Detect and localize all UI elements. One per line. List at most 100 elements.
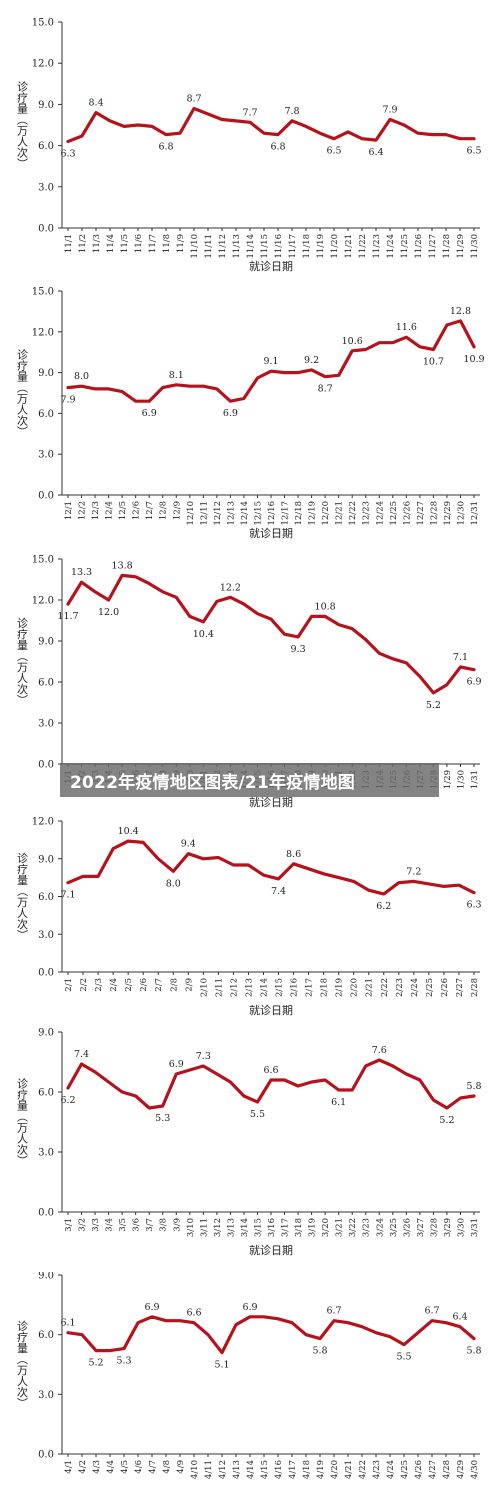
y-tick-label: 9.0 xyxy=(38,637,54,648)
x-tick-label: 12/26 xyxy=(402,501,412,526)
x-tick-label: 11/26 xyxy=(414,234,424,259)
data-label: 8.7 xyxy=(186,94,201,105)
x-tick-label: 2/14 xyxy=(259,978,269,997)
y-tick-label: 9.0 xyxy=(38,100,54,111)
x-tick-label: 12/30 xyxy=(456,501,466,526)
data-label: 7.6 xyxy=(372,1045,387,1056)
data-label: 5.2 xyxy=(439,1115,454,1126)
chart-panel: 0.0 3.0 6.0 9.0 12.0 诊疗量（万人次） 2/1 2/2 2/3 2/4 2/5 2… xyxy=(0,809,500,1024)
series-line xyxy=(66,1315,476,1355)
x-tick-label: 3/9 xyxy=(172,1218,182,1232)
data-label: 10.6 xyxy=(342,336,363,347)
x-tick-label: 12/11 xyxy=(199,501,209,526)
x-tick-label: 3/16 xyxy=(267,1218,277,1237)
x-tick-label: 2/20 xyxy=(350,978,360,997)
x-tick-label: 12/3 xyxy=(91,501,101,520)
line-chart: 0.0 3.0 6.0 9.0 12.0 15.0 诊疗量（万人次） 11/1 11/2 11/3… xyxy=(16,18,482,274)
y-tick-label: 6.0 xyxy=(38,892,54,903)
data-label: 6.4 xyxy=(368,147,383,158)
x-tick-label: 12/20 xyxy=(321,501,331,526)
x-tick-label: 3/31 xyxy=(470,1218,480,1237)
data-label: 5.1 xyxy=(214,1360,229,1371)
y-tick-label: 3.0 xyxy=(38,450,54,461)
data-label: 5.2 xyxy=(426,700,441,711)
x-tick-label: 3/6 xyxy=(132,1218,142,1232)
x-tick-label: 12/15 xyxy=(253,501,263,526)
y-axis-label: 诊疗量（万人次） xyxy=(16,851,29,940)
y-axis-label: 诊疗量（万人次） xyxy=(16,80,29,169)
series-line xyxy=(66,106,476,144)
x-tick-label: 2/1 xyxy=(64,978,74,992)
x-tick-label: 3/13 xyxy=(226,1218,236,1237)
data-label: 6.2 xyxy=(60,1095,75,1106)
x-tick-label: 11/4 xyxy=(106,234,116,253)
x-tick-label: 2/10 xyxy=(199,978,209,997)
x-tick-label: 4/26 xyxy=(414,1460,424,1479)
chart-panel: 0.0 3.0 6.0 9.0 12.0 15.0 诊疗量（万人次） 11/1 11/2 11/3… xyxy=(0,0,500,283)
x-tick-label: 4/20 xyxy=(330,1460,340,1479)
x-tick-label: 12/4 xyxy=(105,501,115,520)
x-tick-label: 4/27 xyxy=(428,1460,438,1479)
x-axis-label: 就诊日期 xyxy=(249,1003,293,1017)
x-tick-label: 4/24 xyxy=(386,1460,396,1479)
x-tick-label: 11/19 xyxy=(316,234,326,259)
y-tick-label: 0.0 xyxy=(38,1450,54,1461)
x-tick-label: 11/30 xyxy=(470,234,480,259)
x-tick-label: 1/29 xyxy=(443,770,453,789)
data-label: 5.3 xyxy=(155,1113,170,1124)
x-tick-label: 11/25 xyxy=(400,234,410,259)
x-tick-label: 2/8 xyxy=(169,978,179,992)
series-line xyxy=(66,319,476,403)
y-tick-label: 3.0 xyxy=(38,1148,54,1159)
x-tick-label: 12/1 xyxy=(64,501,74,520)
x-tick-label: 12/13 xyxy=(226,501,236,526)
y-tick-label: 0.0 xyxy=(38,1208,54,1219)
series-line xyxy=(66,839,476,896)
data-label: 6.9 xyxy=(466,677,481,688)
series-line xyxy=(66,1058,476,1110)
data-label: 6.9 xyxy=(169,1059,184,1070)
y-tick-label: 3.0 xyxy=(38,719,54,730)
x-tick-label: 11/10 xyxy=(190,234,200,259)
y-tick-label: 15.0 xyxy=(32,18,54,29)
x-tick-label: 12/23 xyxy=(362,501,372,526)
x-tick-label: 2/7 xyxy=(154,978,164,992)
x-tick-label: 1/30 xyxy=(456,770,466,789)
data-label: 8.6 xyxy=(286,849,301,860)
data-label: 12.0 xyxy=(98,607,119,618)
x-tick-label: 2/27 xyxy=(455,978,465,997)
x-tick-label: 11/17 xyxy=(288,234,298,259)
x-tick-label: 2/18 xyxy=(320,978,330,997)
x-tick-label: 12/5 xyxy=(118,501,128,520)
x-tick-label: 2/11 xyxy=(214,978,224,997)
y-tick-label: 12.0 xyxy=(32,817,54,828)
data-label: 6.8 xyxy=(270,142,285,153)
x-tick-label: 2/24 xyxy=(410,978,420,997)
x-tick-label: 3/19 xyxy=(308,1218,318,1237)
x-tick-label: 11/8 xyxy=(162,234,172,253)
data-label: 6.5 xyxy=(326,146,341,157)
data-label: 7.9 xyxy=(382,105,397,116)
x-tick-label: 12/14 xyxy=(240,501,250,526)
data-label: 9.1 xyxy=(263,356,278,367)
y-axis-label: 诊疗量（万人次） xyxy=(16,1077,29,1166)
x-tick-label: 11/14 xyxy=(246,234,256,259)
x-tick-label: 11/1 xyxy=(64,234,74,253)
y-tick-label: 9.0 xyxy=(38,368,54,379)
x-tick-label: 11/6 xyxy=(134,234,144,253)
x-tick-label: 11/5 xyxy=(120,234,130,253)
x-tick-label: 12/25 xyxy=(389,501,399,526)
x-tick-label: 4/28 xyxy=(442,1460,452,1479)
x-tick-label: 2/19 xyxy=(335,978,345,997)
x-tick-label: 11/29 xyxy=(456,234,466,259)
x-tick-label: 4/6 xyxy=(134,1460,144,1474)
x-tick-label: 12/18 xyxy=(294,501,304,526)
data-label: 9.3 xyxy=(291,644,306,655)
x-tick-label: 3/3 xyxy=(91,1218,101,1232)
x-tick-label: 12/21 xyxy=(335,501,345,526)
data-label: 5.3 xyxy=(116,1356,131,1367)
x-tick-label: 3/24 xyxy=(375,1218,385,1237)
x-tick-label: 3/29 xyxy=(443,1218,453,1237)
x-tick-label: 4/2 xyxy=(78,1460,88,1474)
x-axis-label: 就诊日期 xyxy=(249,259,293,273)
